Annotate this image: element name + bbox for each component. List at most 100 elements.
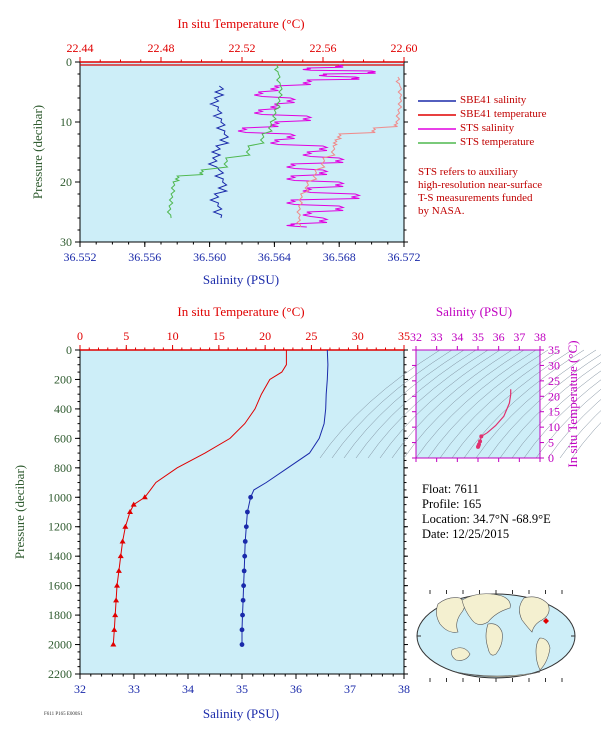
temperature-marker	[130, 501, 137, 507]
temperature-marker	[119, 538, 126, 544]
pressure-tick-label: 1400	[48, 549, 72, 563]
salinity-tick-label: 34	[182, 682, 194, 696]
salinity-marker	[242, 539, 248, 544]
temp-tick-label: 22.48	[148, 41, 175, 55]
top-series-layer	[80, 64, 404, 228]
temp-tick-label: 30	[352, 329, 364, 343]
density-contour	[499, 362, 601, 459]
salinity-marker	[240, 612, 245, 618]
ts-frame	[415, 349, 541, 459]
sts-note-line-3: T-S measurements funded	[418, 192, 533, 204]
map-land-africa	[485, 623, 503, 656]
temp-tick-label: 15	[213, 329, 225, 343]
top-pressure-axis-title: Pressure (decibar)	[30, 105, 45, 199]
temp-tick-label: 20	[259, 329, 271, 343]
pressure-tick-label: 0	[66, 55, 72, 69]
footer-code: F611 P165 E000S1	[44, 712, 83, 717]
top-plot-area	[79, 61, 405, 243]
temperature-marker	[122, 523, 129, 529]
pressure-tick-label: 10	[60, 115, 72, 129]
series-sts-temperature	[166, 64, 283, 219]
density-contour	[331, 349, 453, 459]
salinity-tick-label: 36.552	[64, 250, 97, 264]
salinity-marker	[243, 524, 249, 530]
ts-y-tick-label: 20	[548, 389, 560, 403]
density-contour	[319, 349, 441, 459]
profile-number: Profile: 165	[422, 497, 482, 511]
salinity-tick-label: 36.556	[128, 250, 161, 264]
temp-tick-label: 22.44	[67, 41, 94, 55]
temperature-marker	[113, 597, 120, 603]
salinity-tick-label: 37	[344, 682, 356, 696]
legend-item-sbe41-temperature: SBE41 temperature	[460, 108, 547, 120]
temperature-marker	[112, 612, 119, 618]
temp-tick-label: 22.52	[229, 41, 256, 55]
temperature-marker	[114, 582, 121, 588]
bottom-temp-axis-title: In situ Temperature (°C)	[177, 304, 304, 319]
temperature-marker	[117, 553, 124, 559]
pressure-tick-label: 1200	[48, 520, 72, 534]
ts-x-tick-label: 33	[431, 330, 443, 344]
profile-date: Date: 12/25/2015	[422, 527, 510, 541]
bottom-axis-ticks: 0 5 10 15 20 25 30 35 32 33 34 35 36 37 38 0 200 400 600 80…	[48, 329, 410, 696]
density-contour	[355, 349, 477, 459]
top-panel: In situ Temperature (°C) 22.44 22.48 22.52…	[30, 16, 421, 287]
salinity-marker	[240, 597, 246, 603]
ts-x-tick-label: 37	[513, 330, 525, 344]
bottom-panel: In situ Temperature (°C) 0 5 10 15 20 25 30 35 3…	[12, 304, 410, 721]
pressure-tick-label: 30	[60, 235, 72, 249]
map-land-north-america	[519, 596, 550, 633]
ts-temp-axis-title: In situ Temperature (°C)	[565, 340, 580, 467]
density-contour	[487, 354, 601, 459]
density-contour	[439, 349, 561, 459]
density-contour	[451, 349, 573, 459]
ts-y-tick-label: 35	[548, 343, 560, 357]
ts-y-tick-label: 5	[548, 436, 554, 450]
pressure-tick-label: 800	[54, 461, 72, 475]
pressure-tick-label: 0	[66, 343, 72, 357]
density-contour	[391, 349, 513, 459]
map-land-asia	[436, 597, 465, 633]
temperature-marker	[141, 494, 148, 500]
top-salinity-axis-title: Salinity (PSU)	[203, 272, 279, 287]
ts-y-tick-label: 15	[548, 405, 560, 419]
ts-profile-point	[479, 434, 484, 439]
bottom-pressure-axis-title: Pressure (decibar)	[12, 465, 27, 559]
temp-tick-label: 5	[123, 329, 129, 343]
pressure-tick-label: 1800	[48, 608, 72, 622]
density-contour	[415, 349, 537, 459]
ts-density-contours	[319, 349, 601, 459]
ts-x-tick-label: 32	[410, 330, 422, 344]
legend-item-sts-temperature: STS temperature	[460, 136, 535, 148]
density-contour	[571, 422, 601, 459]
map-land-south-america	[535, 637, 551, 671]
top-axis-ticks: 22.44 22.48 22.52 22.56 22.60 36.552 36.556 36.…	[60, 41, 421, 264]
map-land-australia	[451, 647, 471, 661]
sts-note-line-1: STS refers to auxiliary	[418, 166, 518, 178]
ts-profile-point	[477, 442, 482, 447]
series-salinity	[241, 349, 329, 645]
salinity-tick-label: 32	[74, 682, 86, 696]
temp-tick-label: 25	[305, 329, 317, 343]
density-contour	[403, 349, 525, 459]
pressure-tick-label: 600	[54, 431, 72, 445]
ts-y-tick-label: 25	[548, 374, 560, 388]
sts-note-line-2: high-resolution near-surface	[418, 179, 543, 191]
series-sbe41-salinity	[207, 85, 230, 219]
legend-item-sts-salinity: STS salinity	[460, 122, 515, 134]
salinity-tick-label: 36.560	[193, 250, 226, 264]
salinity-tick-label: 35	[236, 682, 248, 696]
ts-series-layer	[476, 389, 512, 449]
salinity-marker	[239, 642, 245, 647]
density-contour	[379, 349, 501, 459]
density-contour	[547, 399, 601, 459]
legend	[418, 100, 456, 144]
density-contour	[511, 370, 601, 459]
ts-x-tick-label: 36	[493, 330, 505, 344]
pressure-tick-label: 200	[54, 372, 72, 386]
density-contour	[475, 349, 597, 459]
ts-y-tick-label: 10	[548, 420, 560, 434]
